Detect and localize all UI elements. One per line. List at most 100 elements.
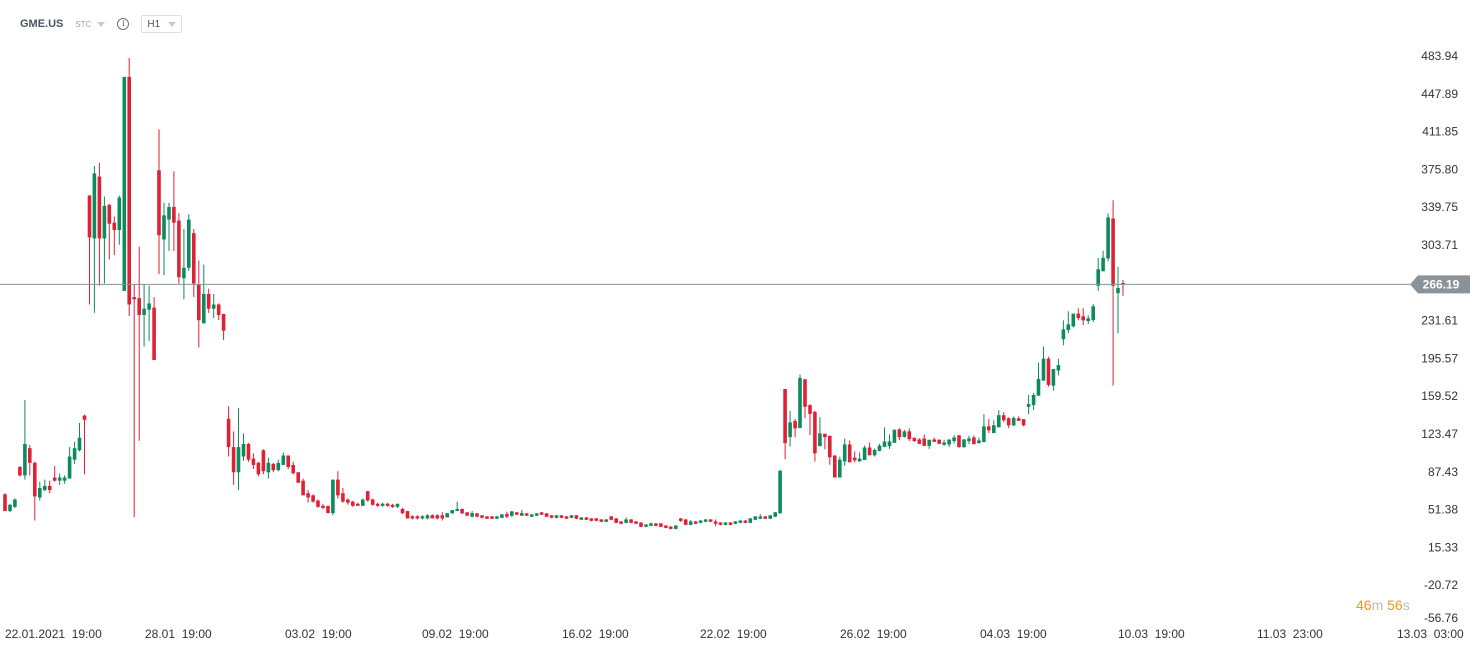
candle xyxy=(465,511,469,517)
candle xyxy=(197,260,201,348)
candle-body xyxy=(997,415,1001,428)
candle-body xyxy=(842,444,847,462)
candle xyxy=(574,514,579,520)
candle-body xyxy=(385,503,390,506)
candle-body xyxy=(475,513,479,517)
candle xyxy=(445,513,449,518)
candle xyxy=(281,452,286,465)
candle xyxy=(395,503,400,508)
info-icon[interactable]: i xyxy=(117,18,130,30)
candle xyxy=(211,293,216,319)
candle xyxy=(132,284,136,518)
candle xyxy=(1071,313,1076,328)
candle-body xyxy=(1096,269,1100,286)
candle xyxy=(877,443,882,452)
candle xyxy=(202,264,206,324)
candle-body xyxy=(688,521,693,525)
candle xyxy=(112,216,117,256)
y-tick-label: -56.76 xyxy=(1424,611,1458,625)
current-price-label: 266.19 xyxy=(1423,277,1460,291)
candle-body xyxy=(669,526,673,529)
symbol-label[interactable]: GME.US xyxy=(20,18,64,30)
candle xyxy=(370,498,375,506)
candle xyxy=(162,202,166,276)
y-tick-label: 195.57 xyxy=(1421,351,1458,365)
y-tick-label: 51.38 xyxy=(1428,503,1458,517)
candle xyxy=(733,521,738,525)
candle-body xyxy=(132,297,136,300)
chevron-down-icon[interactable] xyxy=(97,21,106,27)
candle xyxy=(634,521,638,525)
candle xyxy=(43,479,47,492)
timeframe-dropdown[interactable]: H1 xyxy=(141,15,183,33)
candle xyxy=(1091,304,1095,322)
candle-body xyxy=(1051,369,1056,386)
candle xyxy=(117,195,122,245)
candle xyxy=(152,297,156,361)
candle xyxy=(1066,311,1071,334)
y-tick-label: 159.52 xyxy=(1421,389,1458,403)
candle-body xyxy=(455,508,459,512)
candle-body xyxy=(987,426,991,431)
candle xyxy=(67,447,72,479)
candle-body xyxy=(246,443,251,460)
candle-body xyxy=(306,493,310,498)
candle xyxy=(172,171,176,251)
candle xyxy=(659,523,663,528)
candle-body xyxy=(127,76,131,305)
candle xyxy=(524,512,529,517)
candle-body xyxy=(470,513,474,517)
candle-body xyxy=(599,519,604,522)
candle xyxy=(544,512,549,518)
x-tick-label: 11.03 23:00 xyxy=(1257,627,1323,641)
candle xyxy=(847,440,852,463)
candle xyxy=(311,494,315,503)
candle xyxy=(972,435,976,445)
candle xyxy=(564,516,569,520)
y-tick-label: 15.33 xyxy=(1428,540,1458,554)
candle-body xyxy=(445,513,449,518)
candle xyxy=(917,438,922,444)
candle xyxy=(276,459,281,472)
candle xyxy=(72,441,77,464)
candle-body xyxy=(917,439,922,444)
instrument-type-label[interactable]: STC xyxy=(75,19,92,29)
candle xyxy=(490,516,494,520)
candle-body xyxy=(718,522,723,525)
candle-body xyxy=(192,233,196,284)
candle xyxy=(753,516,758,521)
candle-body xyxy=(992,425,996,434)
candle-body xyxy=(1071,313,1076,327)
candle xyxy=(420,515,425,520)
candle xyxy=(157,129,161,275)
candle-body xyxy=(1046,358,1051,385)
candle xyxy=(579,517,584,521)
candle-body xyxy=(872,449,877,456)
candle-body xyxy=(460,508,464,514)
candle-body xyxy=(813,411,817,454)
candle xyxy=(385,502,390,507)
candle xyxy=(828,435,832,465)
candle-body xyxy=(400,508,405,514)
candle-body xyxy=(276,462,281,471)
candle-body xyxy=(892,429,897,443)
candle xyxy=(748,517,753,524)
candle xyxy=(952,435,956,444)
candle xyxy=(818,417,822,447)
candle-body xyxy=(947,439,951,445)
candle-body xyxy=(773,512,777,517)
candle xyxy=(18,465,22,477)
candle-body xyxy=(162,215,166,240)
candle-body xyxy=(897,429,902,438)
candle-body xyxy=(728,522,733,525)
candle-body xyxy=(788,422,792,438)
candle xyxy=(316,499,320,508)
candle-body xyxy=(241,443,246,457)
candle-body xyxy=(649,523,653,526)
candle-body xyxy=(341,493,345,502)
candle xyxy=(336,471,340,499)
candle-body xyxy=(415,516,420,519)
candle xyxy=(1001,412,1006,423)
candle xyxy=(942,439,946,446)
